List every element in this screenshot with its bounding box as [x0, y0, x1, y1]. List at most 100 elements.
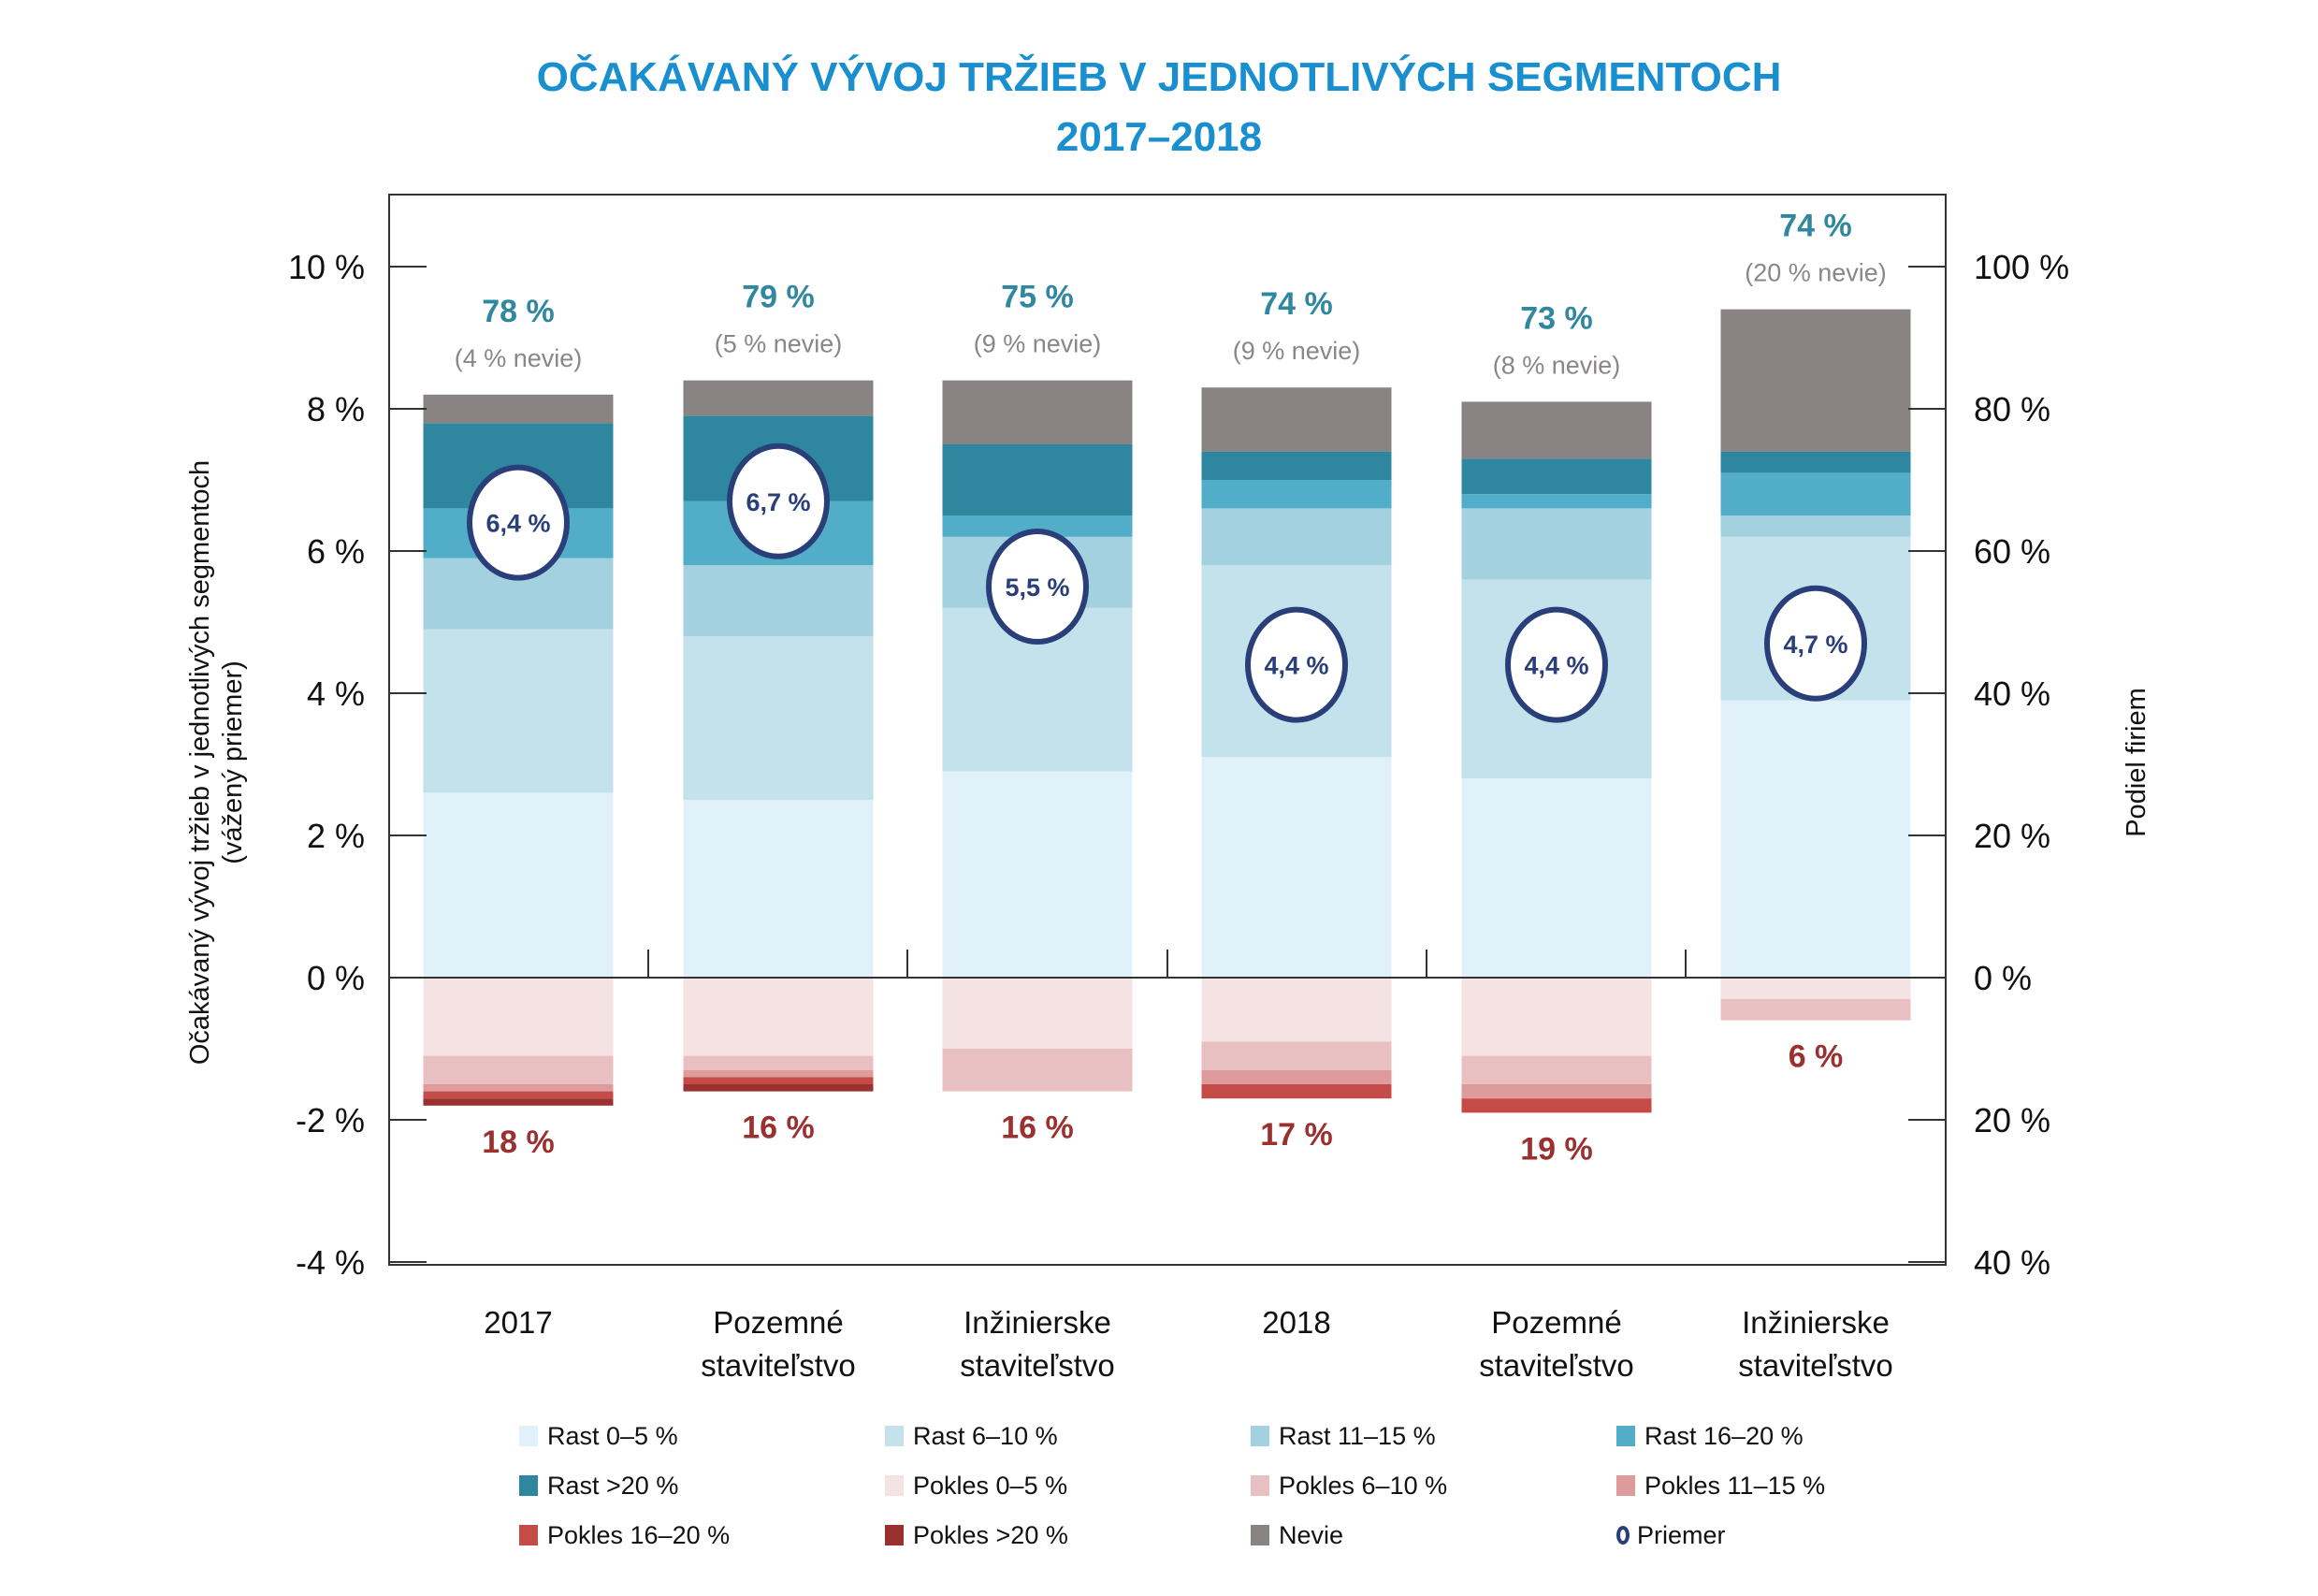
bar-segment-nevie: [1720, 309, 1911, 452]
growth-share-label: 74 %: [1779, 209, 1852, 244]
legend-swatch: [1616, 1426, 1635, 1446]
legend-item: Rast >20 %: [519, 1467, 678, 1504]
y-tick-label: -2 %: [296, 1101, 365, 1139]
bar-segment-nevie: [942, 380, 1133, 444]
category-label: Pozemné: [1491, 1305, 1621, 1340]
y2-tick-label: 100 %: [1974, 248, 2069, 286]
dont-know-label: (4 % nevie): [455, 344, 583, 372]
y2-axis-title: Podiel firiem: [2122, 688, 2151, 837]
dont-know-label: (8 % nevie): [1493, 351, 1621, 379]
legend-item: Pokles 11–15 %: [1616, 1467, 1825, 1504]
bar-segment-pokles-6-10-: [423, 1055, 614, 1084]
plot-frame: [388, 194, 1947, 1266]
average-label: 4,7 %: [1783, 631, 1847, 659]
bar-segment-rast-0-5-: [942, 771, 1133, 978]
growth-share-label: 74 %: [1260, 286, 1333, 322]
y-tick-label: 0 %: [307, 959, 365, 997]
bar-segment-nevie: [1201, 387, 1392, 452]
bar-segment-rast-16-20-: [942, 515, 1133, 537]
chart-subtitle: 2017–2018: [1055, 114, 1263, 160]
y2-tick-label: 40 %: [1974, 675, 2050, 713]
dont-know-label: (20 % nevie): [1745, 259, 1887, 287]
legend-swatch: [1251, 1426, 1269, 1446]
bar-segment-pokles-0-5-: [1201, 978, 1392, 1042]
y2-tick-label: 40 %: [1974, 1243, 2050, 1282]
legend-label: Pokles 16–20 %: [547, 1520, 731, 1549]
average-label: 6,4 %: [485, 510, 550, 538]
bar-segment-pokles-11-15-: [683, 1069, 874, 1078]
bar-segment-rast-6-10-: [423, 629, 614, 793]
category-label: staviteľstvo: [1738, 1348, 1893, 1383]
legend-item: Rast 16–20 %: [1616, 1417, 1804, 1455]
legend-label: Rast 11–15 %: [1279, 1421, 1436, 1450]
bar-segment-pokles-0-5-: [1461, 978, 1652, 1056]
average-ring-icon: [1616, 1526, 1630, 1545]
bar-segment-rast-11-15-: [683, 565, 874, 637]
y2-tick-label: 60 %: [1974, 532, 2050, 571]
bar-segment-rast-0-5-: [1720, 700, 1911, 978]
bar-segment-rast-11-15-: [1201, 508, 1392, 566]
bar-segment-rast-20-: [1201, 451, 1392, 480]
y2-tick-label: 20 %: [1974, 1101, 2050, 1139]
legend-swatch: [1251, 1525, 1269, 1545]
bar-segment-pokles-16-20-: [423, 1091, 614, 1099]
category-label: 2017: [484, 1305, 552, 1340]
bar-segment-pokles-0-5-: [942, 978, 1133, 1049]
decline-share-label: 17 %: [1260, 1117, 1333, 1153]
bar-segment-rast-11-15-: [1461, 508, 1652, 580]
legend-swatch: [1251, 1475, 1269, 1496]
y-tick-label: -4 %: [296, 1243, 365, 1282]
bar-segment-pokles-6-10-: [1720, 998, 1911, 1021]
average-marker: [467, 464, 570, 581]
average-marker: [727, 443, 830, 559]
y2-tick-label: 20 %: [1974, 817, 2050, 855]
legend-label: Rast 6–10 %: [913, 1421, 1058, 1450]
bar-segment-pokles-0-5-: [683, 978, 874, 1056]
legend-label: Pokles 6–10 %: [1279, 1471, 1448, 1500]
average-marker: [1764, 585, 1867, 702]
bar-segment-rast-20-: [1720, 451, 1911, 473]
legend-item: Priemer: [1616, 1516, 1726, 1554]
bar-segment-rast-16-20-: [1720, 472, 1911, 515]
legend-item: Pokles >20 %: [885, 1516, 1068, 1554]
legend-label: Rast 16–20 %: [1644, 1421, 1804, 1450]
category-label: Inžinierske: [963, 1305, 1111, 1340]
bar-segment-rast-6-10-: [683, 636, 874, 800]
decline-share-label: 16 %: [742, 1110, 815, 1146]
y2-tick-label: 80 %: [1974, 390, 2050, 428]
decline-share-label: 19 %: [1520, 1131, 1593, 1167]
legend-label: Pokles 0–5 %: [913, 1471, 1068, 1500]
y-tick-label: 10 %: [288, 248, 365, 286]
average-label: 5,5 %: [1005, 573, 1069, 602]
bar-segment-pokles-11-15-: [1201, 1069, 1392, 1084]
y2-tick-label: 0 %: [1974, 959, 2032, 997]
bar-segment-rast-0-5-: [423, 792, 614, 978]
legend-label: Nevie: [1279, 1520, 1344, 1549]
legend-swatch: [885, 1426, 904, 1446]
legend-item: Pokles 6–10 %: [1251, 1467, 1447, 1504]
bar-segment-rast-16-20-: [1461, 494, 1652, 509]
growth-share-label: 75 %: [1001, 280, 1074, 315]
bar-segment-pokles-11-15-: [1461, 1084, 1652, 1099]
legend-label: Rast 0–5 %: [547, 1421, 678, 1450]
average-marker: [986, 529, 1089, 645]
bar-segment-nevie: [423, 394, 614, 424]
dont-know-label: (9 % nevie): [974, 330, 1102, 358]
y-tick-label: 4 %: [307, 675, 365, 713]
y-tick-label: 6 %: [307, 532, 365, 571]
average-marker: [1505, 606, 1608, 723]
y-axis-title: Očakávaný vývoj tržieb v jednotlivých se…: [185, 460, 215, 1065]
chart-title: OČAKÁVANÝ VÝVOJ TRŽIEB V JEDNOTLIVÝCH SE…: [536, 54, 1782, 100]
growth-share-label: 73 %: [1520, 300, 1593, 336]
legend-swatch: [519, 1475, 538, 1496]
legend-swatch: [1616, 1475, 1635, 1496]
legend-item: Pokles 0–5 %: [885, 1467, 1067, 1504]
bar-segment-pokles-6-10-: [1201, 1041, 1392, 1070]
legend-item: Nevie: [1251, 1516, 1343, 1554]
bar-segment-nevie: [683, 380, 874, 416]
legend-item: Rast 6–10 %: [885, 1417, 1058, 1455]
legend-swatch: [519, 1426, 538, 1446]
bar-segment-pokles-11-15-: [423, 1084, 614, 1092]
bar-segment-pokles-16-20-: [1201, 1084, 1392, 1099]
bar-segment-pokles-16-20-: [683, 1077, 874, 1084]
